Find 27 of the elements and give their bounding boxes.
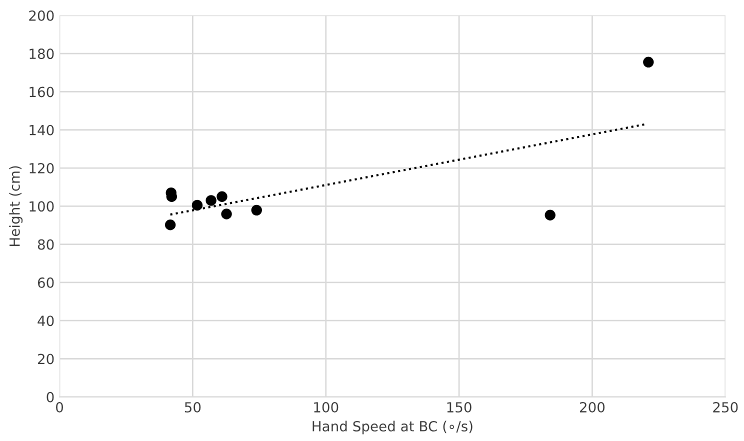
y-tick-label: 160 bbox=[30, 86, 54, 98]
point bbox=[544, 210, 556, 220]
point bbox=[643, 56, 654, 68]
y-tick-label: 140 bbox=[30, 124, 54, 136]
x-tick-label: 250 bbox=[713, 402, 738, 413]
y-tick-label: 20 bbox=[38, 354, 54, 364]
y-tick-label: 60 bbox=[38, 277, 54, 288]
point bbox=[206, 195, 216, 206]
y-tick-label: 120 bbox=[30, 162, 54, 174]
y-axis-title: Height (cm) bbox=[9, 166, 23, 246]
point bbox=[251, 204, 262, 216]
point bbox=[192, 200, 203, 211]
y-tick-label: 180 bbox=[30, 48, 54, 60]
x-tick-label: 50 bbox=[184, 402, 201, 413]
x-tick-label: 150 bbox=[447, 402, 472, 413]
y-tick-label: 100 bbox=[30, 201, 54, 212]
point bbox=[216, 191, 228, 202]
x-axis-title: Hand Speed at BC (∘/s) bbox=[312, 420, 472, 434]
y-tick-label: 0 bbox=[46, 392, 54, 402]
point bbox=[164, 220, 176, 230]
y-tick-label: 40 bbox=[38, 316, 54, 326]
y-tick-label: 200 bbox=[29, 10, 54, 21]
x-tick-label: 200 bbox=[580, 402, 605, 413]
point bbox=[221, 208, 232, 220]
x-tick-label: 0 bbox=[56, 402, 64, 413]
x-tick-label: 100 bbox=[314, 402, 338, 413]
y-tick-label: 80 bbox=[38, 239, 54, 250]
